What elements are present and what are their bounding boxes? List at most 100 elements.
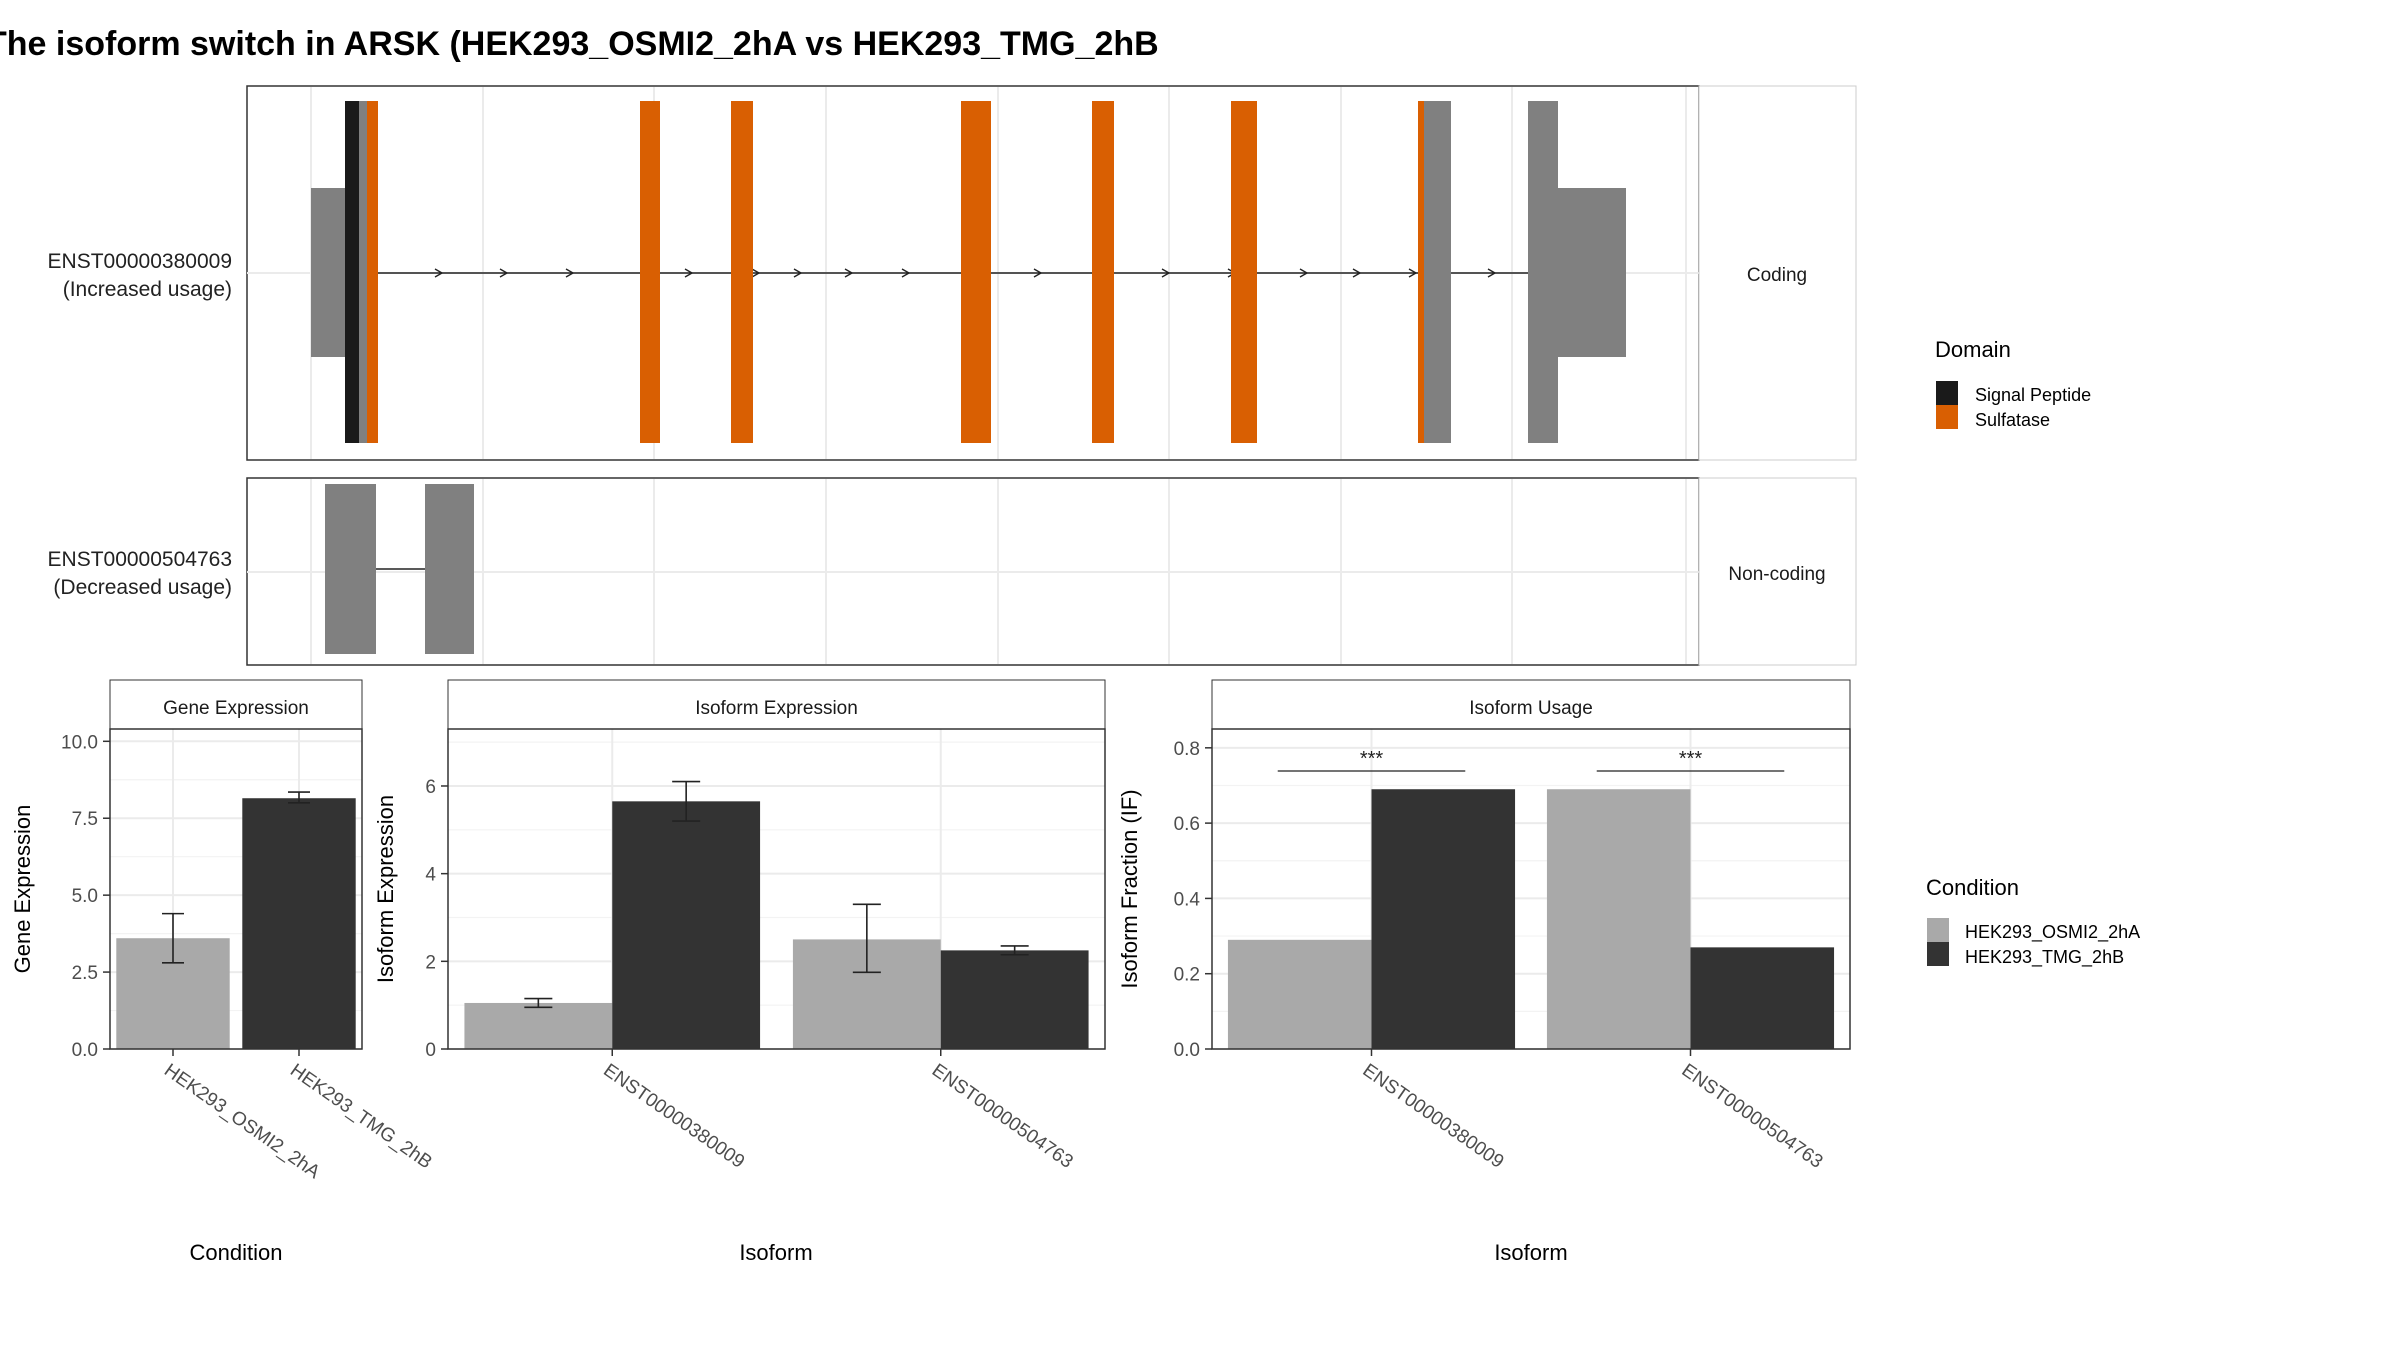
utr-block (1558, 188, 1626, 357)
legend-key-condition-b (1927, 942, 1949, 966)
transcript-type-label: Coding (1747, 265, 1807, 286)
legend-label: HEK293_OSMI2_2hA (1965, 922, 2140, 943)
utr-block (311, 188, 345, 357)
sulfatase-block (367, 101, 378, 443)
plot-border (447, 728, 1106, 1050)
transcript-usage-label: (Decreased usage) (53, 576, 232, 599)
intron-arrow (684, 268, 694, 278)
strip-header (1211, 679, 1851, 730)
significance-label: *** (1679, 748, 1703, 770)
transcript-id-label: ENST00000504763 (48, 548, 232, 571)
chart-panel: Gene Expression0.02.55.07.510.0HEK293_OS… (10, 679, 436, 1265)
strip-header (109, 679, 363, 730)
y-tick-label: 7.5 (72, 809, 98, 830)
intron-arrow (793, 268, 803, 278)
x-axis-title: Isoform (739, 1240, 812, 1265)
strip-right-coding (1698, 85, 1857, 461)
bar-charts: Gene Expression0.02.55.07.510.0HEK293_OS… (10, 679, 1851, 1265)
exon-block (425, 484, 474, 654)
plot-border (109, 728, 363, 1050)
intron-arrow (565, 268, 575, 278)
signal-peptide-block (345, 101, 359, 443)
y-tick-label: 0.0 (72, 1040, 98, 1061)
bar (1546, 789, 1691, 1049)
y-tick-label: 4 (425, 865, 436, 886)
chart-panel: Isoform Expression 0 2 4 6 ENST00000380009 ENS… (373, 679, 1106, 1265)
plot-border (1211, 728, 1851, 1050)
intron-arrow (1487, 268, 1497, 278)
exon-block (359, 101, 367, 443)
transcript-structure-coding (311, 101, 1626, 443)
y-tick-label: 2.5 (72, 963, 98, 984)
chart-title: Gene Expression (163, 698, 309, 719)
sulfatase-block (731, 101, 753, 443)
intron-arrow (901, 268, 911, 278)
legend-title: Condition (1926, 875, 2019, 900)
transcript-structure-noncoding (325, 484, 474, 654)
sulfatase-block (1231, 101, 1257, 443)
x-tick-label: ENST00000504763 (1678, 1060, 1827, 1173)
x-axis-title: Condition (190, 1240, 283, 1265)
bar (1690, 947, 1835, 1049)
legend-label: HEK293_TMG_2hB (1965, 947, 2124, 968)
legend-label: Sulfatase (1975, 410, 2050, 430)
transcript-panel-noncoding: Non-coding ENST00000504763 (Decreased us… (48, 477, 1857, 666)
significance-label: *** (1360, 748, 1384, 770)
intron-arrow (1033, 268, 1043, 278)
y-axis-title: Isoform Fraction (IF) (1117, 789, 1142, 988)
intron-arrow (434, 268, 444, 278)
y-axis-title: Gene Expression (10, 805, 35, 974)
figure-title: The isoform switch in ARSK (HEK293_OSMI2… (0, 25, 1159, 63)
y-tick-label: 0.4 (1174, 889, 1201, 910)
chart-title: Isoform Expression (695, 698, 858, 719)
y-tick-label: 0.2 (1174, 965, 1200, 986)
legend-label: Signal Peptide (1975, 385, 2091, 405)
y-tick-label: 0.8 (1174, 739, 1200, 760)
y-tick-label: 10.0 (61, 732, 98, 753)
exon-block (1528, 101, 1558, 443)
chart-panel: Isoform Usage 0.0 0.2 0.4 0.6 0.8 *** *** ENST00… (1117, 679, 1851, 1265)
sulfatase-block (961, 101, 991, 443)
transcript-type-label: Non-coding (1728, 564, 1825, 585)
y-tick-label: 0.0 (1174, 1040, 1200, 1061)
exon-block (325, 484, 376, 654)
sulfatase-block (640, 101, 660, 443)
bar (940, 950, 1089, 1049)
intron-arrow (1161, 268, 1171, 278)
y-tick-label: 0 (425, 1040, 436, 1061)
bar (464, 1002, 613, 1049)
bar (612, 801, 761, 1049)
y-tick-label: 5.0 (72, 886, 98, 907)
intron-arrow (751, 268, 761, 278)
intron-arrow (499, 268, 509, 278)
x-tick-label: ENST00000380009 (599, 1060, 748, 1173)
intron-arrow (1408, 268, 1418, 278)
x-axis-title: Isoform (1494, 1240, 1567, 1265)
intron-arrow (1352, 268, 1362, 278)
domain-legend: Domain Signal Peptide Sulfatase (1935, 337, 2091, 430)
bar (242, 798, 356, 1049)
transcript-usage-label: (Increased usage) (63, 278, 232, 301)
exon-block (1424, 101, 1451, 443)
transcript-id-label: ENST00000380009 (48, 250, 232, 273)
bar (1227, 939, 1372, 1049)
y-tick-label: 2 (425, 952, 436, 973)
sulfatase-block (1092, 101, 1114, 443)
bar (1371, 789, 1516, 1049)
legend-key-sulfatase (1936, 405, 1958, 429)
x-tick-label: ENST00000380009 (1359, 1060, 1508, 1173)
intron-arrow (844, 268, 854, 278)
strip-right-noncoding (1698, 477, 1857, 666)
legend-key-condition-a (1927, 918, 1949, 942)
chart-title: Isoform Usage (1469, 698, 1593, 719)
condition-legend: Condition HEK293_OSMI2_2hA HEK293_TMG_2h… (1926, 875, 2140, 968)
legend-title: Domain (1935, 337, 2011, 362)
legend-key-signal-peptide (1936, 381, 1958, 405)
x-tick-label: ENST00000504763 (928, 1060, 1077, 1173)
intron-arrow (1299, 268, 1309, 278)
y-axis-title: Isoform Expression (373, 795, 398, 983)
y-tick-label: 6 (425, 777, 436, 798)
y-tick-label: 0.6 (1174, 814, 1200, 835)
sulfatase-block (1418, 101, 1424, 443)
